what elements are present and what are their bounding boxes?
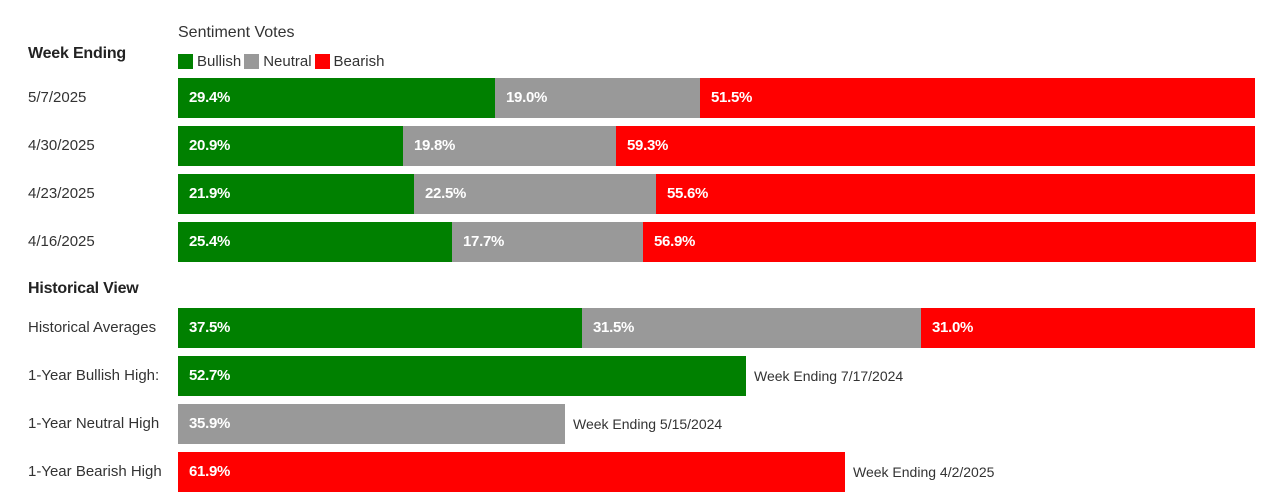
bar-historical-averages: 37.5% 31.5% 31.0% [178,308,1255,348]
week-ending-note: Week Ending 5/15/2024 [573,404,722,444]
row-label-4-30-2025: 4/30/2025 [28,136,95,156]
section-heading-week-ending: Week Ending [28,45,126,63]
row-label-4-16-2025: 4/16/2025 [28,232,95,252]
data-label-neutral: 19.0% [506,78,547,118]
data-label-neutral: 19.8% [414,126,455,166]
data-label-neutral: 31.5% [593,308,634,348]
data-label-bearish: 55.6% [667,174,708,214]
bar-segment-bearish: 59.3% [616,126,1255,166]
data-label-neutral: 35.9% [189,404,230,444]
bar-segment-bearish: 55.6% [656,174,1255,214]
bar-segment-bearish: 51.5% [700,78,1255,118]
row-label-historical-averages: Historical Averages [28,318,156,338]
legend-swatch-neutral [244,54,259,69]
bar-segment-neutral: 17.7% [452,222,643,262]
data-label-bearish: 31.0% [932,308,973,348]
bar-segment-neutral: 31.5% [582,308,921,348]
bar-segment-bullish: 52.7% [178,356,746,396]
legend-swatch-bullish [178,54,193,69]
legend-label-bullish: Bullish [197,53,241,70]
legend-label-neutral: Neutral [263,53,311,70]
bar-1-year-bullish-high: 52.7% [178,356,1255,396]
data-label-bullish: 20.9% [189,126,230,166]
data-label-bullish: 21.9% [189,174,230,214]
week-ending-note: Week Ending 7/17/2024 [754,356,903,396]
data-label-bearish: 56.9% [654,222,695,262]
bar-segment-bullish: 25.4% [178,222,452,262]
bar-segment-neutral: 22.5% [414,174,656,214]
row-label-5-7-2025: 5/7/2025 [28,88,86,108]
bar-segment-bullish: 29.4% [178,78,495,118]
legend-item-bullish: Bullish [178,53,241,70]
bar-segment-neutral: 35.9% [178,404,565,444]
data-label-neutral: 22.5% [425,174,466,214]
data-label-bullish: 29.4% [189,78,230,118]
row-label-4-23-2025: 4/23/2025 [28,184,95,204]
data-label-bearish: 61.9% [189,452,230,492]
bar-segment-bearish: 31.0% [921,308,1255,348]
data-label-bullish: 37.5% [189,308,230,348]
data-label-bearish: 51.5% [711,78,752,118]
bar-segment-bearish: 56.9% [643,222,1256,262]
bar-segment-neutral: 19.0% [495,78,700,118]
data-label-bullish: 52.7% [189,356,230,396]
row-label-1-year-neutral-high: 1-Year Neutral High [28,414,159,434]
legend-title: Sentiment Votes [178,24,295,42]
legend-swatch-bearish [315,54,330,69]
bar-5-7-2025: 29.4% 19.0% 51.5% [178,78,1255,118]
bar-4-30-2025: 20.9% 19.8% 59.3% [178,126,1255,166]
bar-segment-bullish: 21.9% [178,174,414,214]
legend-label-bearish: Bearish [334,53,385,70]
bar-segment-bearish: 61.9% [178,452,845,492]
bar-segment-bullish: 37.5% [178,308,582,348]
legend-item-neutral: Neutral [244,53,311,70]
data-label-neutral: 17.7% [463,222,504,262]
bar-segment-neutral: 19.8% [403,126,616,166]
bar-1-year-bearish-high: 61.9% [178,452,1255,492]
week-ending-note: Week Ending 4/2/2025 [853,452,994,492]
row-label-1-year-bearish-high: 1-Year Bearish High [28,462,162,482]
row-label-1-year-bullish-high: 1-Year Bullish High: [28,366,159,386]
bar-segment-bullish: 20.9% [178,126,403,166]
legend-item-bearish: Bearish [315,53,385,70]
bar-4-16-2025: 25.4% 17.7% 56.9% [178,222,1255,262]
section-heading-historical-view: Historical View [28,280,139,298]
legend: Bullish Neutral Bearish [178,52,387,70]
data-label-bearish: 59.3% [627,126,668,166]
data-label-bullish: 25.4% [189,222,230,262]
bar-4-23-2025: 21.9% 22.5% 55.6% [178,174,1255,214]
